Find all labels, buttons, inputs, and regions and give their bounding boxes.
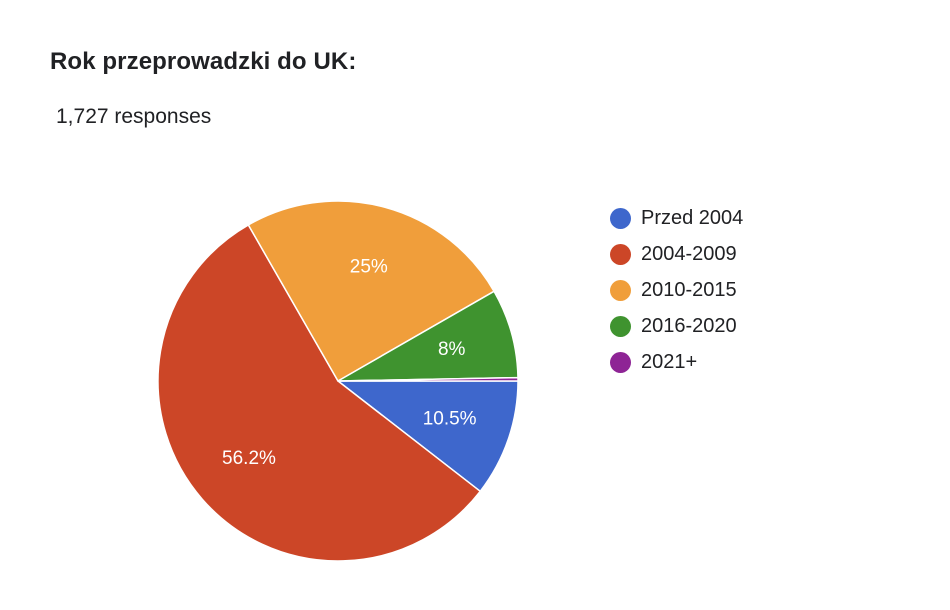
legend-item: 2010-2015: [610, 272, 743, 308]
pie-slice-przed-2004: [335, 380, 519, 493]
legend-item: 2016-2020: [610, 308, 743, 344]
legend-swatch: [610, 243, 631, 265]
legend-swatch: [610, 207, 631, 229]
slice-percent-label: 8%: [438, 339, 466, 360]
legend-label: 2004-2009: [641, 242, 737, 265]
pie-slice-2010-2015: [247, 200, 496, 383]
slice-percent-label: 10.5%: [423, 409, 477, 430]
legend-label: 2010-2015: [641, 278, 737, 301]
legend-label: Przed 2004: [641, 206, 744, 229]
legend-item: 2004-2009: [610, 236, 743, 272]
response-count: 1,727 responses: [56, 105, 212, 128]
pie-slice-2021: [337, 376, 519, 382]
legend-swatch: [610, 279, 631, 301]
pie-slice-labels: 10.5% 56.2% 25% 8%: [222, 257, 477, 469]
legend-item: Przed 2004: [610, 200, 743, 236]
pie-slice-2004-2009: [157, 223, 482, 562]
legend-swatch: [610, 351, 631, 373]
legend-item: 2021+: [610, 344, 743, 380]
legend-label: 2016-2020: [641, 314, 737, 337]
slice-percent-label: 25%: [350, 257, 388, 278]
chart-legend: Przed 2004 2004-2009 2010-2015 2016-2020 202…: [610, 200, 743, 380]
pie-slices: [157, 200, 519, 562]
legend-swatch: [610, 315, 631, 337]
pie-slice-2016-2020: [337, 290, 519, 382]
question-title: Rok przeprowadzki do UK:: [50, 48, 357, 75]
legend-label: 2021+: [641, 350, 698, 373]
slice-percent-label: 56.2%: [222, 448, 276, 469]
